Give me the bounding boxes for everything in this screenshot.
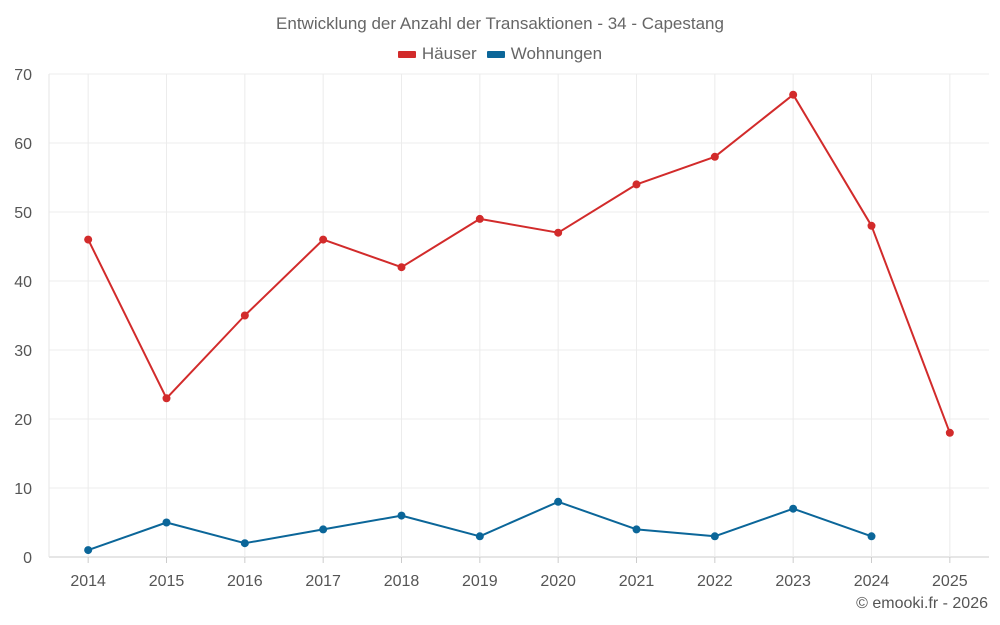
y-tick-label: 0 <box>23 550 32 567</box>
data-point-1-2015 <box>162 518 171 527</box>
chart-title: Entwicklung der Anzahl der Transaktionen… <box>276 14 724 33</box>
copyright-credit: © emooki.fr - 2026 <box>856 595 988 612</box>
x-tick-label: 2020 <box>540 573 576 590</box>
chart-legend: Häuser Wohnungen <box>0 44 1000 64</box>
data-point-1-2020 <box>554 497 563 506</box>
data-point-0-2025 <box>945 428 954 437</box>
x-tick-label: 2016 <box>227 573 263 590</box>
x-tick-label: 2017 <box>305 573 341 590</box>
legend-swatch-wohnungen <box>486 50 505 58</box>
data-point-1-2019 <box>475 532 484 541</box>
data-point-0-2017 <box>319 235 328 244</box>
data-point-1-2016 <box>240 539 249 548</box>
legend-label-haeuser: Häuser <box>421 44 477 63</box>
data-point-0-2015 <box>162 394 171 403</box>
x-tick-label: 2022 <box>697 573 733 590</box>
data-point-1-2018 <box>397 511 406 520</box>
data-point-0-2016 <box>240 311 249 320</box>
data-point-0-2018 <box>397 263 406 272</box>
x-tick-label: 2024 <box>854 573 890 590</box>
x-tick-label: 2018 <box>384 573 420 590</box>
x-tick-label: 2015 <box>149 573 185 590</box>
data-point-1-2017 <box>319 525 328 534</box>
y-tick-label: 40 <box>14 274 32 291</box>
y-tick-label: 20 <box>14 412 32 429</box>
data-point-0-2023 <box>789 90 798 99</box>
data-point-0-2014 <box>84 235 93 244</box>
x-tick-label: 2023 <box>775 573 811 590</box>
data-point-0-2022 <box>710 152 719 161</box>
y-tick-label: 50 <box>14 205 32 222</box>
data-point-1-2024 <box>867 532 876 541</box>
data-point-1-2014 <box>84 546 93 555</box>
data-point-0-2019 <box>475 214 484 223</box>
legend-item-wohnungen[interactable]: Wohnungen <box>486 44 603 64</box>
x-tick-label: 2025 <box>932 573 968 590</box>
series-line-0 <box>87 93 951 434</box>
x-tick-label: 2014 <box>70 573 106 590</box>
legend-item-haeuser[interactable]: Häuser <box>397 44 477 64</box>
y-tick-label: 70 <box>14 67 32 84</box>
legend-label-wohnungen: Wohnungen <box>510 44 603 63</box>
y-tick-label: 10 <box>14 481 32 498</box>
data-point-0-2024 <box>867 221 876 230</box>
data-point-1-2021 <box>632 525 641 534</box>
legend-swatch-haeuser <box>397 50 416 58</box>
x-tick-label: 2019 <box>462 573 498 590</box>
data-point-0-2021 <box>632 180 641 189</box>
x-tick-label: 2021 <box>619 573 655 590</box>
data-point-1-2022 <box>710 532 719 541</box>
data-point-1-2023 <box>789 504 798 513</box>
y-tick-label: 30 <box>14 343 32 360</box>
y-tick-label: 60 <box>14 136 32 153</box>
data-point-0-2020 <box>554 228 563 237</box>
